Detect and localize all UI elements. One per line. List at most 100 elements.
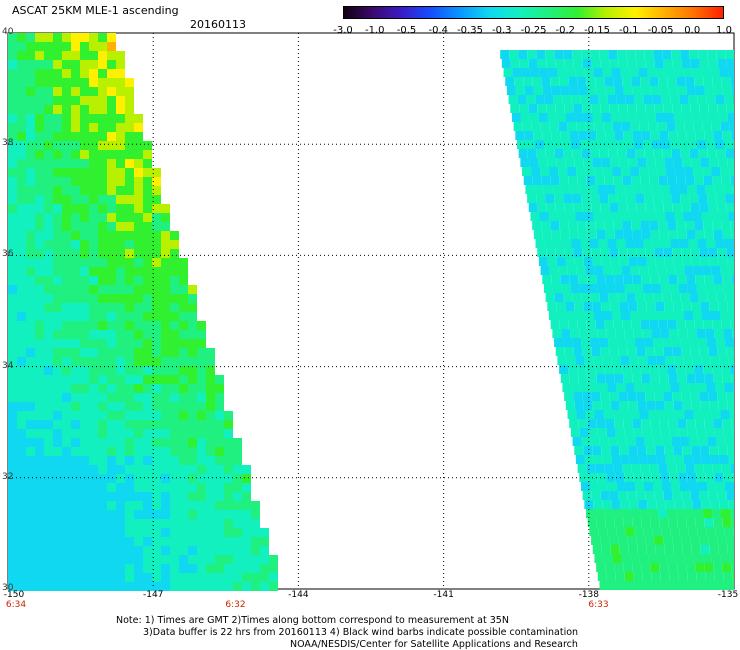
data-cell [700, 302, 710, 311]
data-cell [568, 176, 578, 185]
data-cell [134, 384, 143, 393]
data-cell [107, 42, 116, 51]
data-cell [107, 510, 116, 519]
data-cell [17, 249, 26, 258]
data-cell [668, 131, 678, 140]
data-cell [125, 348, 134, 357]
data-cell [62, 393, 71, 402]
data-cell [701, 455, 711, 464]
data-cell [260, 564, 269, 573]
data-cell [62, 447, 71, 456]
data-cell [44, 555, 53, 564]
data-cell [89, 492, 98, 501]
data-cell [545, 194, 555, 203]
data-cell [71, 132, 80, 141]
data-cell [727, 158, 734, 167]
data-cell [573, 203, 583, 212]
data-cell [587, 419, 597, 428]
data-cell [179, 456, 188, 465]
data-cell [579, 284, 589, 293]
swath-data [8, 33, 734, 591]
data-cell [637, 257, 647, 266]
data-cell [161, 474, 170, 483]
data-cell [35, 294, 44, 303]
data-cell [206, 429, 215, 438]
data-cell [587, 86, 597, 95]
data-cell [44, 519, 53, 528]
data-cell [125, 78, 134, 87]
data-cell [677, 518, 687, 527]
data-cell [242, 582, 251, 591]
data-cell [80, 51, 89, 60]
data-cell [701, 356, 711, 365]
data-cell [161, 438, 170, 447]
data-cell [107, 456, 116, 465]
data-cell [62, 177, 71, 186]
data-cell [691, 257, 701, 266]
data-cell [709, 302, 719, 311]
data-cell [581, 50, 591, 59]
data-cell [601, 302, 611, 311]
data-cell [707, 194, 717, 203]
data-cell [17, 348, 26, 357]
data-cell [26, 456, 35, 465]
data-cell [626, 194, 636, 203]
data-cell [674, 68, 684, 77]
data-cell [152, 528, 161, 537]
data-cell [8, 330, 17, 339]
data-cell [107, 222, 116, 231]
data-cell [143, 582, 152, 591]
data-cell [641, 86, 651, 95]
data-cell [702, 167, 712, 176]
data-cell [696, 572, 706, 581]
data-cell [116, 348, 125, 357]
lat-label: 40 [2, 27, 14, 37]
data-cell [614, 563, 624, 572]
data-cell [580, 383, 590, 392]
data-cell [688, 482, 698, 491]
data-cell [170, 528, 179, 537]
data-cell [590, 293, 600, 302]
data-cell [44, 150, 53, 159]
data-cell [71, 177, 80, 186]
data-cell [143, 285, 152, 294]
data-cell [725, 293, 734, 302]
data-cell [134, 159, 143, 168]
data-cell [224, 519, 233, 528]
data-cell [599, 194, 609, 203]
data-cell [625, 95, 635, 104]
data-cell [726, 59, 734, 68]
data-cell [581, 437, 591, 446]
data-cell [564, 392, 574, 401]
data-cell [657, 410, 667, 419]
data-cell [681, 104, 691, 113]
data-cell [711, 122, 721, 131]
data-cell [260, 573, 269, 582]
data-cell [627, 203, 637, 212]
data-cell [690, 347, 700, 356]
data-cell [233, 474, 242, 483]
data-cell [567, 122, 577, 131]
data-cell [98, 186, 107, 195]
data-cell [711, 266, 721, 275]
data-cell [614, 131, 624, 140]
data-cell [89, 330, 98, 339]
lon-label: -144 [288, 590, 309, 600]
data-cell [215, 384, 224, 393]
data-cell [134, 465, 143, 474]
data-cell [80, 285, 89, 294]
data-cell [206, 483, 215, 492]
data-cell [35, 177, 44, 186]
data-cell [705, 428, 715, 437]
data-cell [553, 140, 563, 149]
data-cell [568, 77, 578, 86]
data-cell [116, 60, 125, 69]
data-cell [596, 131, 606, 140]
data-cell [80, 123, 89, 132]
data-cell [723, 428, 733, 437]
data-cell [80, 357, 89, 366]
data-cell [62, 159, 71, 168]
data-cell [8, 438, 17, 447]
data-cell [618, 248, 628, 257]
data-cell [708, 203, 718, 212]
